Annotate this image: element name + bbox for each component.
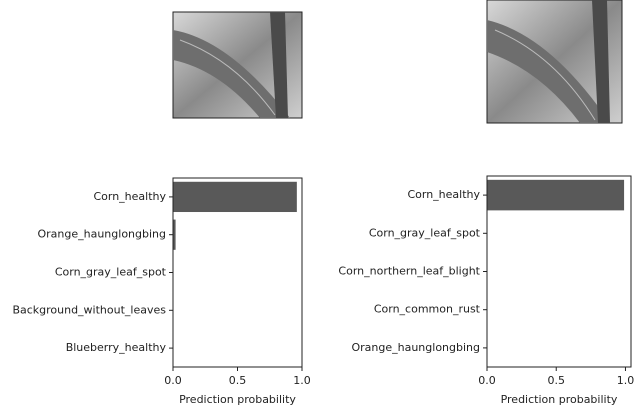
x-tick-label: 1.0	[293, 374, 311, 387]
leaf-image	[487, 0, 622, 123]
y-tick-label: Corn_northern_leaf_blight	[338, 265, 480, 278]
x-axis-label: Prediction probability	[501, 393, 618, 406]
x-tick-label: 0.0	[478, 374, 496, 387]
y-tick-label: Corn_common_rust	[374, 303, 481, 316]
x-tick-label: 1.0	[617, 374, 635, 387]
figure: Corn_healthy Orange_haunglongbing Corn_gra…	[0, 0, 637, 412]
bar	[487, 180, 624, 211]
bar	[173, 182, 297, 212]
x-axis-label: Prediction probability	[179, 393, 296, 406]
y-tick-label: Corn_healthy	[93, 190, 166, 203]
y-tick-label: Orange_haunglongbing	[351, 341, 480, 354]
y-tick-label: Corn_gray_leaf_spot	[55, 266, 167, 279]
x-tick-label: 0.5	[229, 374, 247, 387]
y-tick-label: Blueberry_healthy	[66, 341, 167, 354]
leaf-image	[173, 12, 302, 118]
x-tick-label: 0.0	[164, 374, 182, 387]
y-tick-label: Corn_healthy	[407, 188, 480, 201]
x-tick-label: 0.5	[547, 374, 565, 387]
y-tick-label: Orange_haunglongbing	[37, 228, 166, 241]
y-tick-label: Corn_gray_leaf_spot	[369, 226, 481, 239]
y-tick-label: Background_without_leaves	[12, 303, 166, 316]
